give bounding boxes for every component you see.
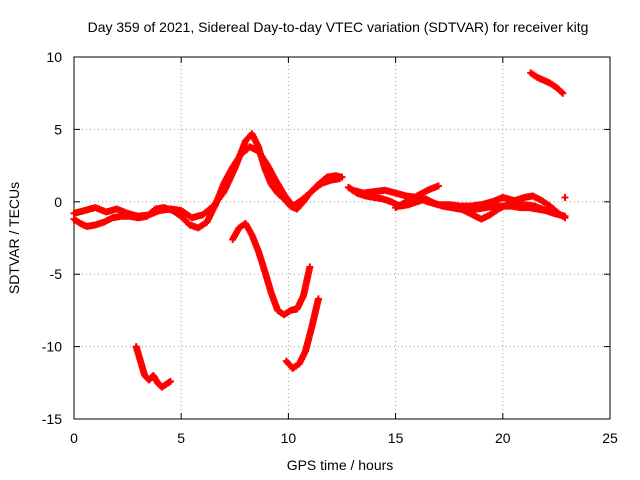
series-arc-6 <box>452 192 569 223</box>
y-axis-title: SDTVAR / TECUs <box>6 182 22 294</box>
y-tick-label: -5 <box>50 266 63 282</box>
x-tick-label: 20 <box>495 430 511 446</box>
y-tick-label: 10 <box>46 49 62 65</box>
data-point <box>166 377 174 385</box>
chart-title: Day 359 of 2021, Sidereal Day-to-day VTE… <box>88 19 589 35</box>
axis-ticks <box>73 56 611 420</box>
data-point <box>558 88 566 96</box>
y-tick-label: -15 <box>42 411 62 427</box>
data-point <box>314 295 322 303</box>
plot-frame <box>73 56 611 420</box>
data-point <box>338 173 346 181</box>
y-tick-label: 5 <box>54 121 62 137</box>
series-arc-9 <box>132 343 174 391</box>
y-tick-label: 0 <box>54 194 62 210</box>
x-tick-label: 15 <box>388 430 404 446</box>
series-arc-5 <box>392 182 442 212</box>
x-tick-label: 5 <box>177 430 185 446</box>
grid <box>74 57 610 419</box>
data-point <box>434 182 442 190</box>
x-tick-label: 10 <box>281 430 297 446</box>
x-tick-label: 25 <box>602 430 618 446</box>
data-point <box>561 214 569 222</box>
series-arc-1 <box>70 130 344 222</box>
x-axis-title: GPS time / hours <box>287 457 394 473</box>
series-arc-11 <box>561 193 569 201</box>
x-tick-label: 0 <box>70 430 78 446</box>
data-point <box>559 89 567 97</box>
tick-labels: 0 5 10 15 20 25 -15 -10 -5 0 5 10 <box>42 49 618 446</box>
y-tick-label: -10 <box>42 339 62 355</box>
series-arc-8 <box>282 295 322 372</box>
series-arc-7 <box>229 220 314 319</box>
data-point <box>306 263 314 271</box>
series-arc-2 <box>70 143 346 232</box>
data-point <box>561 193 569 201</box>
data-points <box>70 69 569 391</box>
series-arc-10 <box>527 69 567 97</box>
